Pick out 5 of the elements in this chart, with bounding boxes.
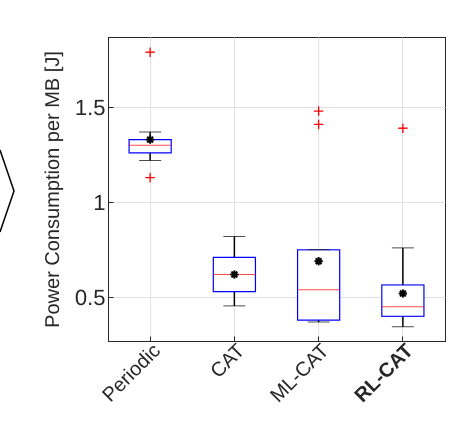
- x-tick-label: CAT: [206, 340, 250, 383]
- y-axis-title: Power Consumption per MB [J]: [42, 51, 64, 328]
- y-tick-label: 1: [93, 190, 106, 215]
- y-tick-label: 1.5: [74, 94, 106, 120]
- y-tick-label: 0.5: [74, 284, 106, 310]
